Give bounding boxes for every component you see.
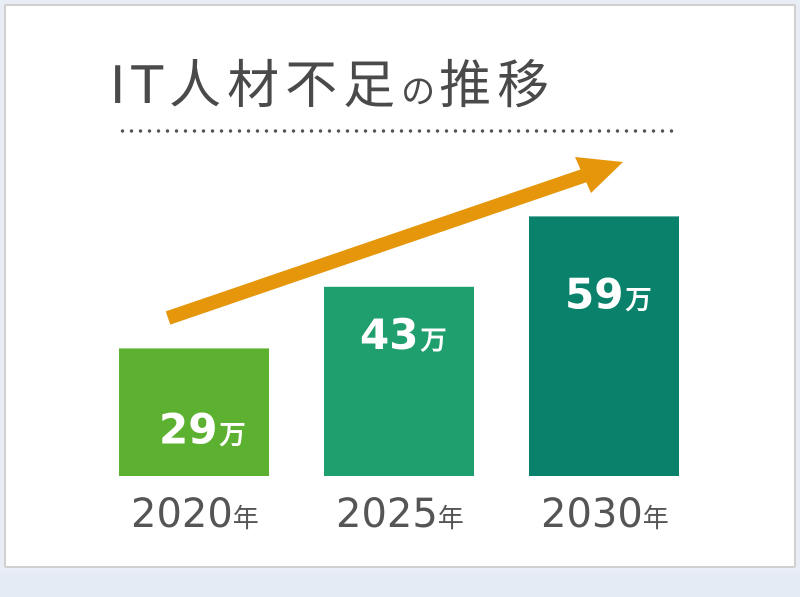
category-year: 2030 [541,491,643,537]
bar-value-unit: 万 [219,420,245,450]
category-year-suffix: 年 [438,504,464,534]
trend-arrow-shaft [165,168,589,325]
bar-2030 [529,216,679,476]
bar-value-number: 59 [565,269,623,318]
category-year: 2025 [336,491,438,537]
category-label: 2020年 [131,491,259,537]
title-dotted-underline [118,128,678,134]
bar-2020 [119,348,269,476]
bar-value-number: 43 [360,310,418,359]
bar-value-number: 29 [159,404,217,453]
bar-value-unit: 万 [420,326,446,356]
trend-arrow-icon [165,157,623,325]
bar-2025 [324,286,474,476]
chart-title: IT人材不足の推移 [110,50,690,122]
bottom-band [0,572,800,597]
category-year-suffix: 年 [233,504,259,534]
category-year-suffix: 年 [643,504,669,534]
title-part-3: 推移 [439,56,556,116]
bar-value-label: 29万 [159,404,245,453]
bar-value-label: 43万 [360,310,446,359]
category-label: 2030年 [541,491,669,537]
category-year: 2020 [131,491,233,537]
title-part-2: の [401,72,440,112]
trend-arrow-head [575,157,623,193]
category-label: 2025年 [336,491,464,537]
bar-value-unit: 万 [625,285,651,315]
bar-value-label: 59万 [565,269,651,318]
title-part-1: IT人材不足 [110,56,402,116]
